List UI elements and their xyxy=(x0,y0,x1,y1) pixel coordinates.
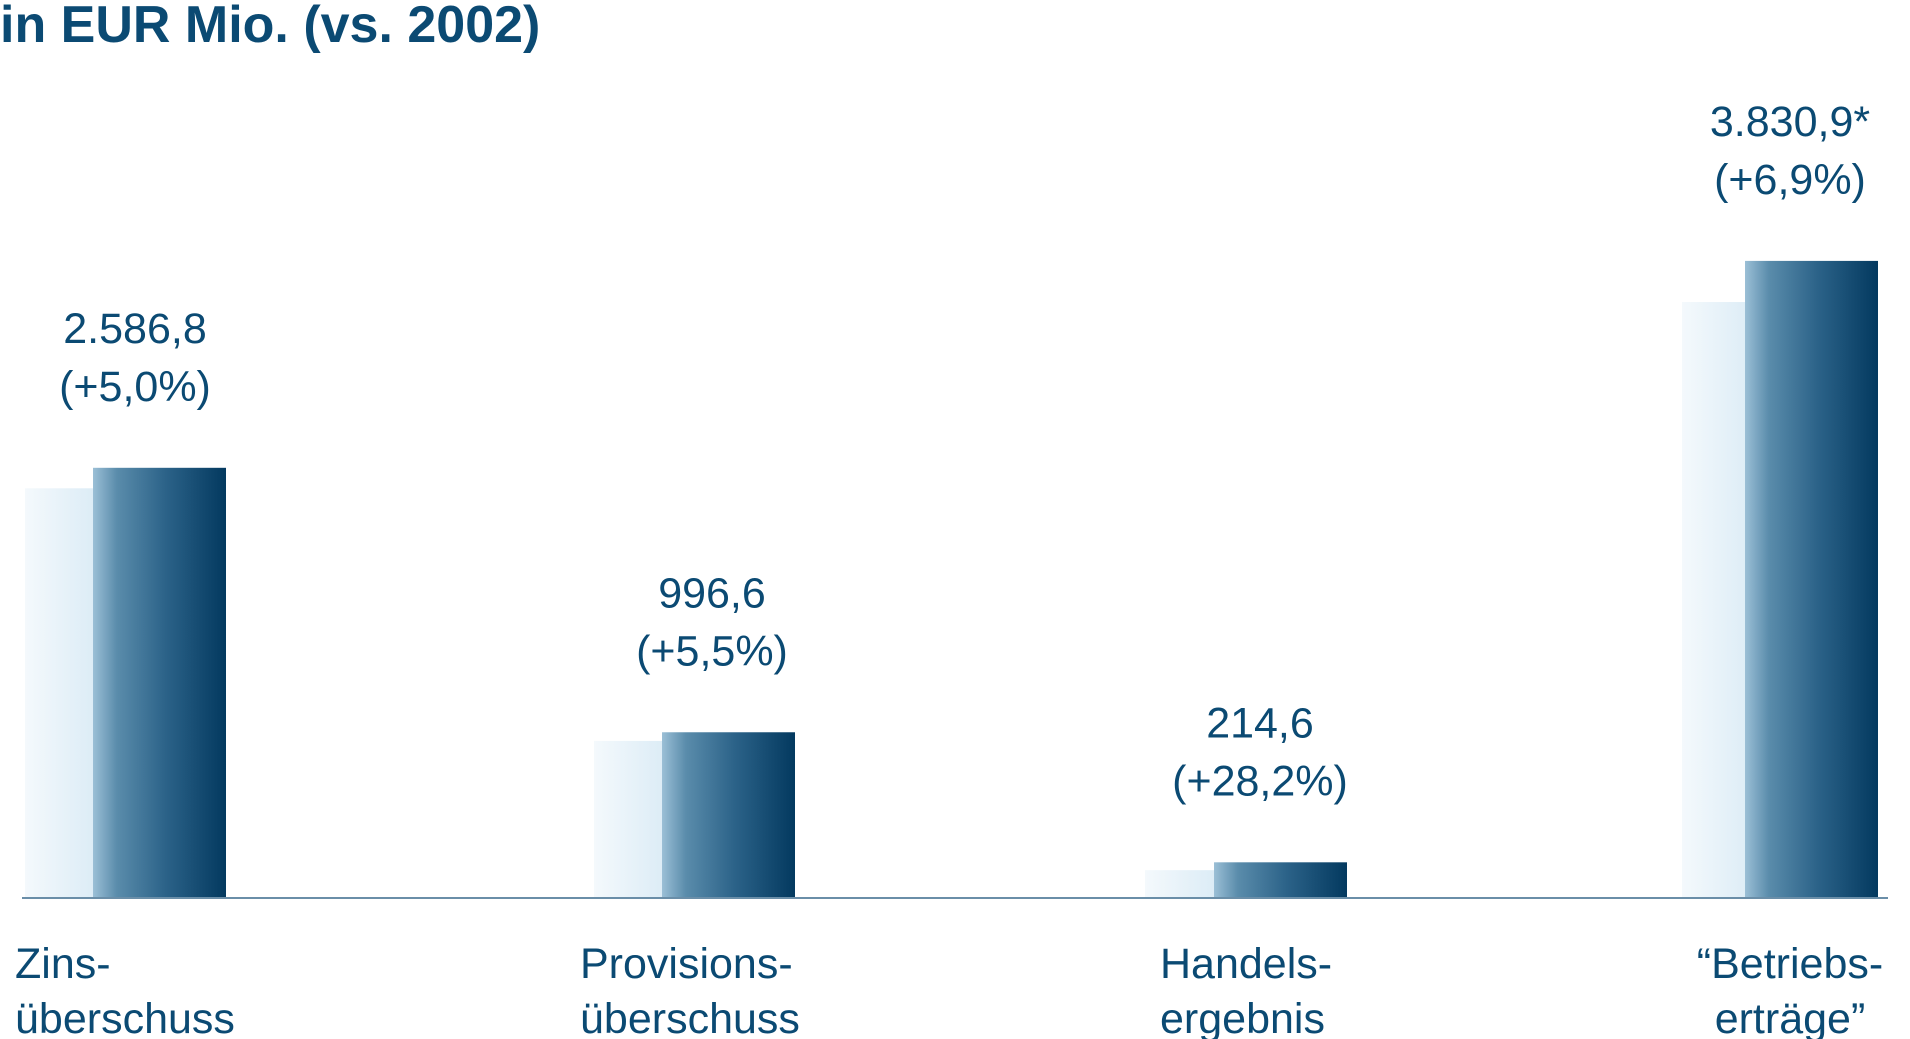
bar-previous-year xyxy=(1682,302,1752,898)
bar-previous-year xyxy=(594,740,664,898)
bar-previous-year xyxy=(25,488,95,898)
data-label-change: (+5,5%) xyxy=(636,627,788,675)
data-label-change: (+6,9%) xyxy=(1714,156,1866,204)
bar-current-year xyxy=(1214,862,1347,898)
bars-layer xyxy=(25,260,1878,898)
category-label-line2: ergebnis xyxy=(1160,995,1325,1039)
data-label-change: (+5,0%) xyxy=(59,363,211,411)
labels-layer: 2.586,8 (+5,0%) Zins-überschuss 996,6 (+5,5%… xyxy=(15,98,1883,1039)
category-label-line1: Provisions- xyxy=(580,940,793,988)
category-label-line2: erträge” xyxy=(1715,995,1866,1039)
category-label-line1: Handels- xyxy=(1160,940,1332,988)
data-label-value: 3.830,9* xyxy=(1710,98,1870,146)
category-label-line1: Zins- xyxy=(15,940,111,988)
bar-current-year xyxy=(1745,260,1878,898)
bar-previous-year xyxy=(1145,870,1215,898)
category-label-line2: überschuss xyxy=(15,995,235,1039)
data-label-value: 2.586,8 xyxy=(63,305,206,353)
bar-current-year xyxy=(93,467,226,898)
category-label-line2: überschuss xyxy=(580,995,800,1039)
chart-title: in EUR Mio. (vs. 2002) xyxy=(0,0,540,54)
data-label-change: (+28,2%) xyxy=(1172,757,1348,805)
bar-current-year xyxy=(662,732,795,898)
data-label-value: 214,6 xyxy=(1206,699,1314,747)
category-label-line1: “Betriebs- xyxy=(1697,940,1883,988)
data-label-value: 996,6 xyxy=(658,569,766,617)
